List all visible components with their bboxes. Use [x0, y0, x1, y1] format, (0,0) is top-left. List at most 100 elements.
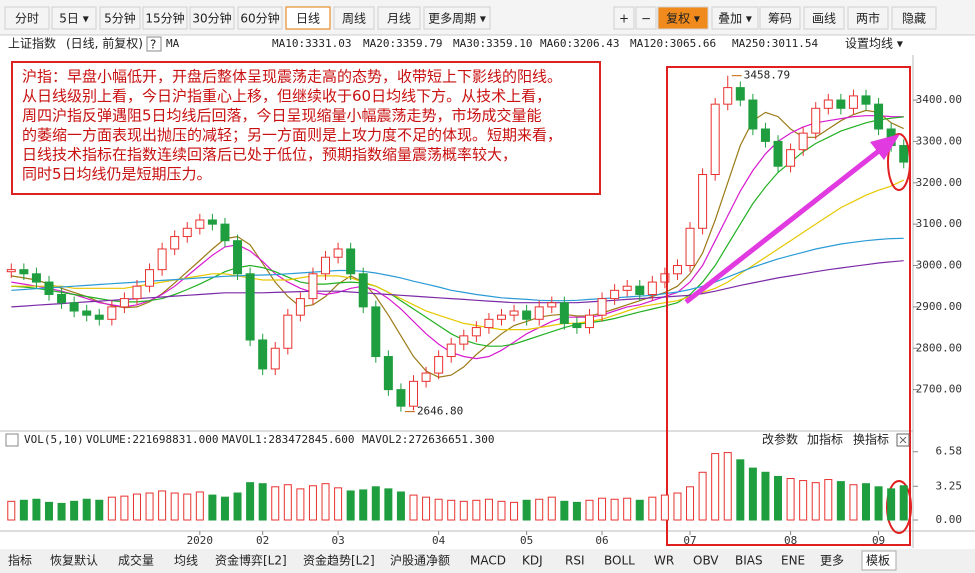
- candle-body: [446, 343, 456, 358]
- bottom-tab[interactable]: BOLL: [604, 554, 635, 568]
- volume-bar: [673, 492, 682, 521]
- bottom-tab[interactable]: RSI: [565, 554, 585, 568]
- bottom-tab[interactable]: 资金趋势[L2]: [303, 553, 375, 568]
- toolbar-button[interactable]: [285, 6, 331, 30]
- toolbar-button[interactable]: [189, 6, 235, 30]
- toolbar-button[interactable]: [142, 6, 188, 30]
- volume-bar: [19, 499, 28, 521]
- bottom-tab[interactable]: BIAS: [735, 554, 763, 568]
- legend-entry: MA20:3359.79: [363, 37, 442, 50]
- toolbar-label: 两市: [856, 11, 880, 26]
- volume-bar: [698, 471, 707, 521]
- candle-body: [145, 269, 155, 287]
- bottom-tab[interactable]: 指标: [8, 553, 32, 568]
- bottom-tab[interactable]: 成交量: [118, 553, 154, 568]
- candle-body: [861, 95, 871, 105]
- toolbar-label: 隐藏: [902, 12, 926, 26]
- candle-body: [245, 273, 255, 341]
- bottom-tab[interactable]: 均线: [174, 554, 198, 568]
- toolbar-button[interactable]: [613, 6, 635, 30]
- bottom-tab[interactable]: WR: [654, 554, 674, 568]
- toolbar-button[interactable]: [237, 6, 283, 30]
- volume-bar: [70, 500, 79, 521]
- volume-header: VOLUME:221698831.000: [86, 433, 218, 446]
- legend-entry: MA10:3331.03: [272, 37, 351, 50]
- toolbar-button[interactable]: [377, 6, 421, 30]
- toolbar-button[interactable]: [4, 6, 50, 30]
- volume-bar: [560, 500, 569, 521]
- bottom-tab[interactable]: ENE: [781, 554, 805, 568]
- toolbar-button[interactable]: [847, 6, 889, 30]
- volume-bar: [346, 490, 355, 521]
- toolbar-label: 叠加 ▾: [718, 12, 752, 26]
- toolbar-button[interactable]: [333, 6, 375, 30]
- toolbar-button[interactable]: [711, 6, 759, 30]
- candle-body: [899, 145, 909, 163]
- close-pane[interactable]: [896, 433, 910, 447]
- volume-bar: [723, 452, 732, 521]
- volume-bar: [748, 467, 757, 521]
- bottom-tab[interactable]: KDJ: [522, 554, 543, 568]
- bottom-tab[interactable]: 资金博弈[L2]: [215, 553, 287, 568]
- toolbar-button[interactable]: [759, 6, 801, 30]
- candle-body: [786, 149, 796, 167]
- toolbar-button[interactable]: [891, 6, 937, 30]
- volume-bar: [535, 498, 544, 521]
- candle-body: [258, 339, 268, 370]
- annotation-line: 的萎缩一方面表现出抛压的减轻；另一方面则是上攻力度不足的体现。短期来看，: [22, 126, 562, 144]
- candle-body: [434, 356, 444, 374]
- volume-bar: [334, 487, 343, 521]
- toolbar-label: 更多周期 ▾: [428, 12, 486, 26]
- volume-bar: [623, 497, 632, 521]
- volume-header: MAVOL1:283472845.600: [222, 433, 354, 446]
- y-tick-label: 2700.00: [916, 383, 962, 396]
- ma-settings[interactable]: 设置均线 ▾: [845, 37, 903, 51]
- toolbar-button[interactable]: [99, 6, 141, 30]
- annotation-line: 从日线级别上看，今日沪指重心上移，但继续收于60日均线下方。从技术上看，: [22, 87, 551, 105]
- bottom-tab[interactable]: MACD: [470, 554, 506, 568]
- indicator-name: MA: [166, 37, 180, 50]
- volume-bar: [384, 488, 393, 521]
- help-icon[interactable]: [146, 36, 162, 52]
- tab-button[interactable]: [861, 550, 897, 571]
- candle-body: [69, 302, 79, 312]
- bottom-tab[interactable]: 模板: [866, 554, 890, 568]
- pane-tool[interactable]: 换指标: [853, 432, 889, 447]
- volume-bar: [233, 492, 242, 521]
- volume-bar: [32, 498, 41, 521]
- pane-tool[interactable]: 改参数: [762, 432, 798, 447]
- toolbar-label: 5日 ▾: [59, 12, 88, 26]
- bottom-tab[interactable]: 恢复默认: [50, 553, 98, 568]
- toolbar-label: 分时: [15, 12, 39, 26]
- volume-bar: [472, 499, 481, 521]
- toolbar-button[interactable]: [51, 6, 97, 30]
- x-tick-label: 07: [683, 534, 696, 547]
- highlight-overlay: [666, 66, 912, 546]
- bottom-tab[interactable]: OBV: [693, 554, 719, 568]
- toolbar-button[interactable]: [657, 6, 709, 30]
- candle-body: [622, 285, 632, 291]
- toolbar-button[interactable]: [635, 6, 657, 30]
- toolbar-button[interactable]: [803, 6, 845, 30]
- price-pane: 2700.00 2800.00 2900.00 3000.00 3100.00 3200.…: [6, 69, 962, 418]
- ma-line: [11, 115, 904, 360]
- candle-body: [308, 273, 318, 300]
- volume-bar: [422, 496, 431, 521]
- volume-bar: [660, 494, 669, 521]
- candle-body: [509, 310, 519, 316]
- bottom-tab[interactable]: 更多: [820, 554, 844, 568]
- candle-body: [874, 103, 884, 130]
- highlight-rect: [666, 66, 911, 546]
- candle-body: [534, 306, 544, 320]
- help-icon[interactable]: [5, 433, 19, 447]
- volume-bar: [183, 493, 192, 521]
- volume-bar: [836, 481, 845, 521]
- toolbar-button[interactable]: [423, 6, 491, 30]
- y-tick-label: 3100.00: [916, 217, 962, 230]
- volume-bar: [862, 483, 871, 521]
- bottom-tab[interactable]: 沪股通净额: [390, 554, 450, 568]
- candle-body: [773, 140, 783, 167]
- pane-tool[interactable]: 加指标: [807, 432, 843, 447]
- candle-body: [31, 273, 41, 283]
- ma-line: [11, 237, 904, 302]
